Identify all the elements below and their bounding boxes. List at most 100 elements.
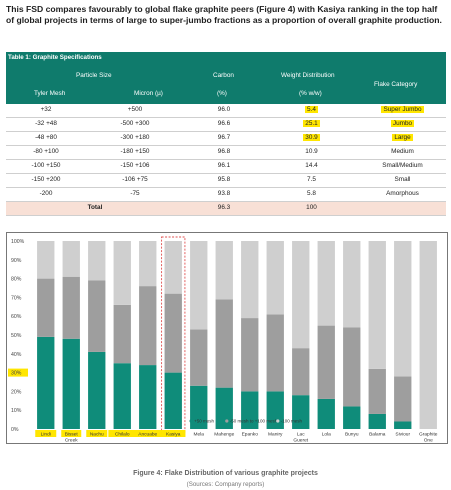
category-label: Kasiya (166, 432, 181, 438)
cell-micron: -500 +300 (120, 120, 150, 127)
cell-weight: 30.9 (264, 134, 359, 141)
highlighted-weight: 30.9 (303, 134, 320, 141)
cell-micron: -150 +106 (120, 162, 150, 169)
cell-carbon: 96.1 (217, 162, 231, 169)
bar-segment (164, 241, 182, 294)
category-label: Bisset (65, 432, 79, 438)
category-label: Siviour (395, 432, 410, 438)
cell-carbon: 93.8 (217, 190, 231, 197)
bar-segment (88, 351, 106, 429)
bar-segment (113, 363, 131, 429)
bar-segment (139, 241, 157, 287)
bar-segment (139, 286, 157, 366)
bar-segment (292, 241, 310, 349)
chart-svg: 0% 10% 20% 30% 40% 50% 60% 70% 80% 90% 100% Lindi Bi… (8, 236, 438, 444)
cell-micron: -75 (130, 190, 140, 197)
table-row: -100 +150 -150 +106 96.1 14.4 Small/Medium (6, 160, 446, 174)
header-carbon: Carbon (213, 72, 234, 79)
cell-mesh: -80 +100 (33, 148, 59, 155)
cell-weight: 25.1 (264, 120, 359, 127)
bar-segment (241, 318, 259, 392)
table-header: Particle Size Tyler Mesh Micron (µ) Carb… (6, 64, 446, 104)
cell-micron: +500 (127, 106, 143, 113)
cell-mesh: -200 (39, 190, 53, 197)
ytick-label: 0% (11, 427, 19, 433)
category-label: Mahenge (214, 432, 234, 438)
cell-carbon: 96.8 (217, 148, 231, 155)
cell-category: Small/Medium (382, 162, 423, 169)
legend-label: -100 mesh (281, 419, 303, 424)
bar-segment (292, 395, 310, 429)
cell-weight: 14.4 (305, 162, 318, 169)
bar-segment (62, 241, 80, 277)
category-label: Nachu (90, 432, 104, 438)
cell-micron: -180 +150 (120, 148, 150, 155)
cell-category: Super Jumbo (359, 106, 446, 113)
figure-source: (Sources: Company reports) (186, 481, 265, 488)
flake-distribution-chart: 0% 10% 20% 30% 40% 50% 60% 70% 80% 90% 100% Lindi Bi… (6, 232, 448, 444)
cell-weight: 7.5 (307, 176, 316, 183)
cell-category: Small (394, 176, 411, 183)
bar-segment (113, 304, 131, 364)
category-label: Gueret (293, 438, 308, 444)
category-highlight (108, 430, 137, 437)
category-label: Lac (297, 432, 305, 438)
category-highlight (133, 430, 162, 437)
bar-segment (317, 241, 335, 326)
category-label: Epanko (242, 432, 259, 438)
highlighted-category: Jumbo (390, 120, 415, 127)
category-label: Balama (369, 432, 386, 438)
bar-segment (88, 280, 106, 352)
cell-carbon: 96.6 (217, 120, 231, 127)
category-label: One (424, 438, 433, 444)
ytick-label: 20% (11, 389, 22, 395)
highlighted-weight: 25.1 (303, 120, 320, 127)
ytick-label: 90% (11, 258, 22, 264)
ytick-label: 40% (11, 352, 22, 358)
cell-mesh: +32 (40, 106, 52, 113)
bar-segment (215, 387, 233, 429)
legend-marker (225, 419, 229, 423)
bar-segment (343, 241, 361, 328)
cell-weight: 5.4 (264, 106, 359, 113)
bar-segment (37, 241, 55, 279)
bar-segment (190, 385, 208, 429)
cell-mesh: -100 +150 (31, 162, 61, 169)
cell-weight: 5.8 (307, 190, 316, 197)
bar-segment (266, 241, 284, 315)
category-highlight (86, 430, 108, 437)
header-tyler-mesh: Tyler Mesh (34, 90, 66, 97)
table-row: -80 +100 -180 +150 96.8 10.9 Medium (6, 146, 446, 160)
bar-segment (164, 372, 182, 429)
highlighted-weight: 5.4 (305, 106, 318, 113)
cell-mesh: -48 +80 (35, 134, 57, 141)
legend-label: +50 mesh (194, 419, 214, 424)
bar-segment (317, 398, 335, 429)
category-label: Creek (65, 438, 78, 444)
total-row: Total 96.3 100 (6, 202, 446, 216)
cell-carbon: 95.8 (217, 176, 231, 183)
header-micron: Micron (µ) (134, 90, 163, 97)
category-label: Chilalo (115, 432, 130, 438)
bar-segment (190, 241, 208, 330)
bar-segment (394, 241, 412, 377)
ytick-label: 30% (11, 371, 22, 377)
bar-segment (215, 299, 233, 388)
header-weight: Weight Distribution (281, 72, 335, 79)
cell-carbon: 96.0 (217, 106, 231, 113)
bar-segment (292, 348, 310, 396)
bar-segment (139, 365, 157, 429)
bar-segment (419, 241, 437, 429)
total-carbon: 96.3 (217, 204, 231, 211)
table-row: +32 +500 96.0 5.4 Super Jumbo (6, 104, 446, 118)
bar-segment (88, 241, 106, 281)
bar-segment (113, 241, 131, 305)
cell-category: Medium (391, 148, 414, 155)
bar-segment (368, 413, 386, 429)
cell-category: Amorphous (386, 190, 419, 197)
cell-weight: 10.9 (305, 148, 318, 155)
total-weight: 100 (306, 204, 317, 211)
bar-segment (343, 327, 361, 407)
category-label: Graphite (419, 432, 438, 438)
bar-segment (190, 329, 208, 386)
